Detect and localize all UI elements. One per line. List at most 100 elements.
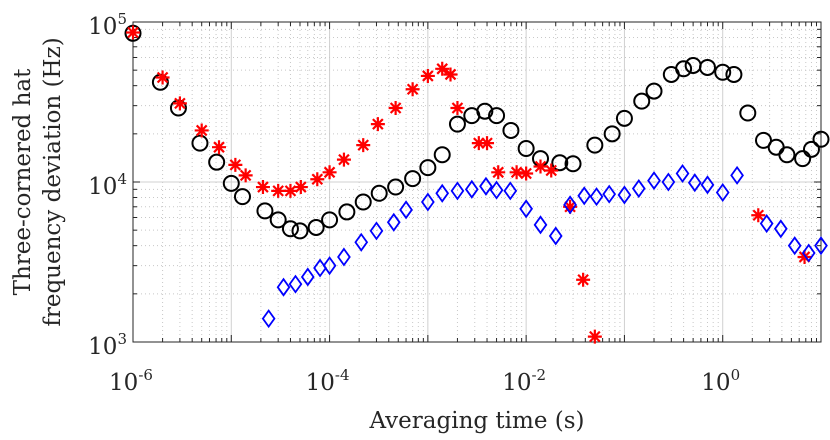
- circle-marker: [354, 193, 372, 211]
- asterisk-marker: [576, 272, 591, 287]
- asterisk-marker: [443, 67, 458, 82]
- circle-marker: [633, 92, 651, 110]
- diamond-marker: [801, 243, 816, 263]
- circle-marker: [433, 146, 451, 164]
- circle-marker: [448, 115, 466, 133]
- diamond-marker: [730, 165, 744, 185]
- circle-marker: [476, 102, 494, 120]
- diamond-marker: [489, 180, 504, 200]
- diamond-marker: [563, 195, 577, 215]
- asterisk-marker: [751, 208, 766, 223]
- asterisk-marker: [533, 159, 548, 174]
- circle-marker: [269, 211, 287, 229]
- circle-marker: [370, 184, 388, 202]
- circle-marker: [794, 150, 812, 168]
- axis-ticks: [132, 22, 821, 343]
- circle-marker: [404, 170, 422, 188]
- circle-marker: [281, 220, 299, 238]
- y-tick-labels: 103 104 105: [88, 10, 127, 360]
- circle-marker: [714, 63, 732, 81]
- diamond-marker: [435, 183, 450, 203]
- diamond-marker: [533, 215, 548, 235]
- circle-marker: [191, 134, 209, 152]
- asterisk-marker: [450, 101, 465, 116]
- y-tick-label: 103: [88, 330, 127, 360]
- series-asterisks: [126, 25, 812, 344]
- diamond-marker: [337, 247, 351, 267]
- diamond-marker: [519, 199, 534, 219]
- circle-marker: [233, 188, 251, 206]
- x-tick-label: 10-2: [502, 366, 546, 396]
- diamond-marker: [602, 184, 617, 204]
- circle-marker: [586, 136, 604, 154]
- diamond-marker: [464, 179, 479, 199]
- diamond-marker: [759, 214, 774, 234]
- asterisk-marker: [293, 180, 308, 195]
- y-tick-label: 104: [88, 170, 127, 200]
- circle-marker: [208, 153, 226, 171]
- x-tick-label: 100: [701, 366, 740, 396]
- circle-marker: [755, 131, 773, 149]
- asterisk-marker: [480, 136, 495, 151]
- circle-marker: [488, 107, 506, 125]
- circle-marker: [222, 174, 240, 192]
- x-tick-label: 10-6: [109, 366, 153, 396]
- diamond-marker: [386, 212, 401, 232]
- asterisk-marker: [283, 183, 298, 198]
- diamond-marker: [715, 182, 730, 203]
- diamond-marker: [631, 179, 646, 199]
- y-tick-label: 105: [88, 10, 127, 40]
- diamond-marker: [589, 187, 604, 207]
- diamond-marker: [548, 226, 563, 246]
- circle-marker: [256, 202, 274, 220]
- diamond-marker: [503, 181, 518, 201]
- y-axis-title-line1: Three-cornered hat: [10, 68, 36, 295]
- x-tick-label: 10-4: [306, 366, 350, 396]
- asterisk-marker: [491, 165, 506, 180]
- diamond-marker: [773, 219, 788, 239]
- diamond-marker: [687, 173, 702, 193]
- circle-marker: [739, 104, 757, 122]
- diamond-marker: [700, 175, 715, 195]
- diamond-marker: [288, 274, 303, 294]
- diamond-marker: [420, 192, 435, 212]
- diamond-marker: [450, 181, 465, 201]
- circle-marker: [321, 211, 339, 229]
- asterisk-marker: [356, 138, 371, 153]
- asterisk-marker: [322, 165, 337, 180]
- diamond-marker: [577, 186, 592, 206]
- circle-marker: [502, 121, 520, 139]
- asterisk-marker: [172, 96, 187, 111]
- diamond-marker: [276, 277, 291, 297]
- asterisk-marker: [336, 152, 351, 167]
- asterisk-marker: [238, 168, 253, 183]
- circle-marker: [338, 203, 356, 221]
- x-axis-title: Averaging time (s): [369, 408, 585, 434]
- diamond-marker: [369, 221, 384, 241]
- circle-marker: [812, 130, 830, 148]
- diamond-marker: [354, 232, 369, 252]
- diamond-marker: [661, 172, 676, 192]
- circle-marker: [603, 125, 621, 143]
- diamond-marker: [647, 171, 661, 191]
- diamond-marker: [675, 163, 690, 184]
- asterisk-marker: [405, 82, 420, 97]
- asterisk-marker: [544, 163, 559, 178]
- asterisk-marker: [212, 140, 227, 155]
- circle-marker: [517, 139, 535, 157]
- diamond-marker: [814, 236, 828, 256]
- asterisk-marker: [388, 101, 403, 116]
- asterisk-marker: [587, 329, 602, 344]
- asterisk-marker: [271, 183, 286, 198]
- circle-marker: [615, 109, 633, 127]
- x-tick-labels: 10-6 10-4 10-2 100: [109, 366, 740, 396]
- asterisk-marker: [435, 61, 450, 76]
- asterisk-marker: [310, 172, 325, 187]
- grid: [132, 22, 821, 343]
- series-circles: [124, 24, 830, 240]
- circle-marker: [675, 60, 693, 78]
- circle-marker: [564, 155, 582, 173]
- circle-marker: [291, 222, 309, 240]
- diamond-marker: [617, 185, 632, 205]
